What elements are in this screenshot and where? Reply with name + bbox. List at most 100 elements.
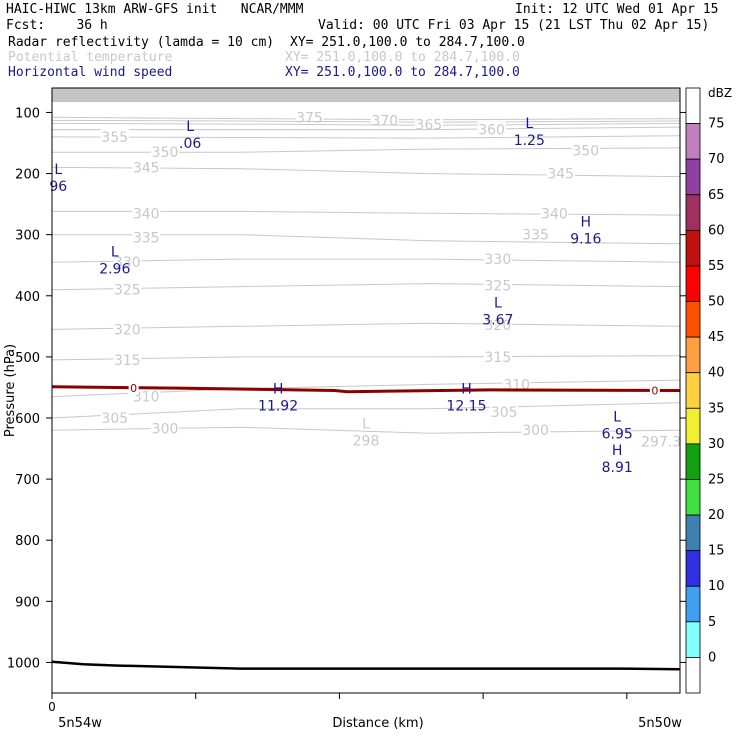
theta-label-315: 315	[485, 350, 512, 366]
theta-label-370: 370	[371, 113, 398, 129]
theta-contour-330	[51, 258, 681, 263]
legend-swatch	[685, 265, 701, 302]
theta-label-bg	[483, 348, 512, 363]
theta-label-bg	[521, 422, 550, 437]
theta-label-bg	[132, 159, 161, 174]
theta-label-310: 310	[133, 390, 160, 406]
header-line1-right: Init: 12 UTC Wed 01 Apr 15	[515, 2, 719, 17]
wind-extremum-low: L	[186, 119, 194, 135]
theta-label-bg	[151, 144, 180, 159]
legend-swatch	[685, 585, 701, 623]
wind-extremum-value: 2.96	[99, 261, 130, 277]
legend-level-label: 75	[708, 117, 725, 132]
header-line2-left: Fcst: 36 h	[6, 18, 108, 33]
theta-label-bg	[132, 229, 161, 244]
wind-extremum-low: L	[613, 409, 621, 425]
wind-extremum-high: H	[461, 381, 472, 397]
theta-label-305: 305	[491, 405, 518, 421]
theta-label-bg	[483, 251, 512, 266]
legend-swatch	[685, 514, 701, 552]
theta-label-bg	[132, 205, 161, 220]
x-tick-label: 0	[48, 700, 56, 714]
wind-extremum-low: L	[111, 244, 119, 260]
legend-level-label: 25	[708, 472, 725, 487]
theta-label-365: 365	[415, 118, 442, 134]
theta-label-360: 360	[478, 123, 505, 139]
legend-level-label: 70	[708, 152, 725, 167]
theta-label-bg	[502, 376, 531, 391]
plot-frame	[51, 87, 681, 694]
wind-extremum-value: 3.67	[482, 313, 513, 329]
y-tick-label: 300	[15, 229, 40, 244]
y-tick-label: 600	[15, 412, 40, 427]
theta-label-350: 350	[152, 145, 179, 161]
y-tick-label: 100	[15, 106, 40, 121]
theta-contour-325	[51, 283, 681, 291]
theta-contour-305	[51, 402, 681, 419]
upper-shaded-band	[52, 88, 680, 102]
wind-extremum-high: H	[273, 381, 284, 397]
theta-label-bg	[151, 420, 180, 435]
legend-level-label: 55	[708, 259, 725, 274]
theta-label-335: 335	[522, 228, 549, 244]
theta-label-bg	[546, 165, 575, 180]
wind-extremum-value: 12.15	[446, 398, 486, 414]
theta-label-bg	[477, 121, 506, 136]
theta-label-bg	[490, 403, 519, 418]
header-line1-left: HAIC-HIWC 13km ARW-GFS init NCAR/MMM	[6, 2, 304, 17]
theta-label-375: 375	[296, 110, 323, 126]
zero-label: 0	[130, 382, 137, 395]
y-tick-label: 800	[15, 534, 40, 549]
theta-extremum-value: 297.3	[641, 434, 681, 450]
wind-extremum-value: 6.95	[602, 426, 633, 442]
x-left-label: 5n54w	[58, 716, 102, 731]
field-theta-name: Potential temperature	[8, 50, 173, 65]
legend-level-label: 60	[708, 223, 725, 238]
legend-swatch	[685, 158, 701, 196]
field-reflectivity-name: Radar reflectivity (lamda = 10 cm)	[8, 35, 275, 50]
x-axis-title: Distance (km)	[332, 716, 423, 731]
wind-extremum-value: .06	[179, 136, 201, 152]
theta-contour-370	[51, 119, 681, 123]
legend-swatch	[685, 443, 701, 480]
wind-extremum-value: 1.25	[514, 133, 545, 149]
legend-swatch	[685, 372, 701, 409]
legend-swatch	[685, 479, 701, 516]
legend-swatch	[685, 87, 701, 124]
theta-label-330: 330	[485, 252, 512, 268]
theta-label-bg	[540, 205, 569, 220]
legend-swatch	[685, 194, 701, 231]
y-axis-title: Pressure (hPa)	[3, 344, 18, 437]
theta-contour-315	[51, 355, 681, 361]
y-tick-label: 400	[15, 290, 40, 305]
theta-label-325: 325	[114, 283, 141, 299]
theta-label-bg	[113, 321, 142, 336]
wind-extremum-value: 8.91	[602, 460, 633, 476]
x-right-label: 5n50w	[638, 716, 682, 731]
theta-label-305: 305	[101, 411, 128, 427]
y-tick-label: 900	[15, 595, 40, 610]
legend-level-label: 10	[708, 579, 725, 594]
legend-level-label: 40	[708, 366, 725, 381]
field-wind-xy: XY= 251.0,100.0 to 284.7,100.0	[285, 65, 520, 80]
theta-label-bg	[521, 226, 550, 241]
legend-level-label: 5	[708, 615, 716, 630]
legend-level-label: 15	[708, 544, 725, 559]
theta-label-350: 350	[572, 143, 599, 159]
legend-swatch	[685, 336, 701, 374]
legend-swatch	[685, 407, 701, 445]
theta-extremum-low: L	[362, 417, 370, 433]
y-tick-label: 200	[15, 168, 40, 183]
theta-label-bg	[113, 281, 142, 296]
y-tick-label: 1000	[7, 656, 40, 671]
theta-label-bg	[483, 277, 512, 292]
legend-level-label: 65	[708, 188, 725, 203]
theta-contour-320	[51, 322, 681, 330]
theta-label-bg	[132, 388, 161, 403]
theta-contour-360	[52, 126, 681, 131]
legend-title: dBZ	[708, 86, 732, 100]
theta-label-320: 320	[114, 322, 141, 338]
zero-label-bg	[128, 382, 139, 395]
theta-label-315: 315	[114, 353, 141, 369]
